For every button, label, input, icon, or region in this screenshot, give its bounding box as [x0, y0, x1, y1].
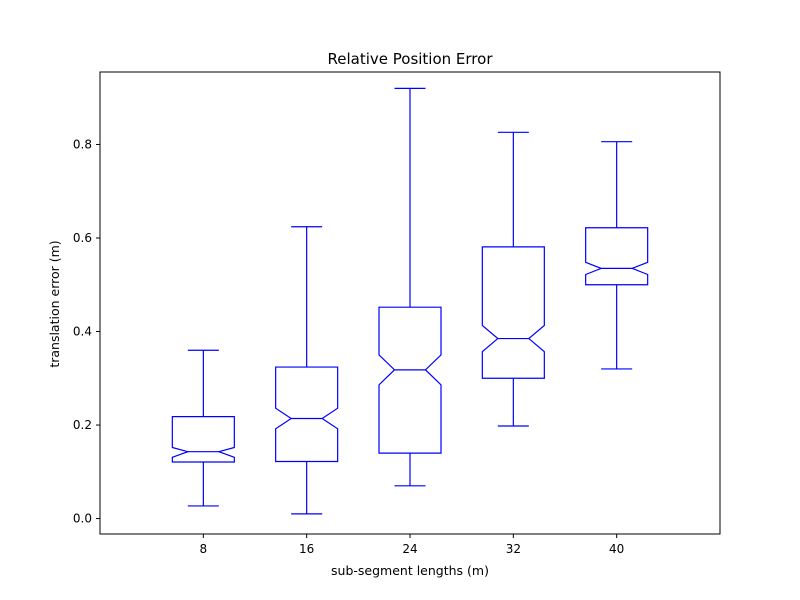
box-body	[171, 416, 235, 463]
plot-area: 0.0 0.2 0.4 0.6 0.8 8 16 24 32 40	[73, 71, 721, 556]
x-axis-label: sub-segment lengths (m)	[331, 563, 489, 578]
x-tick-label: 8	[200, 542, 208, 556]
box-body	[378, 306, 442, 454]
box-body	[481, 246, 545, 379]
y-tick-label: 0.6	[73, 231, 92, 245]
x-tick-label: 40	[609, 542, 624, 556]
y-axis-label: translation error (m)	[47, 240, 62, 367]
y-tick-label: 0.4	[73, 325, 92, 339]
x-tick-label: 16	[299, 542, 314, 556]
y-tick-label: 0.0	[73, 512, 92, 526]
y-tick-label: 0.8	[73, 137, 92, 151]
box-body	[585, 227, 649, 286]
y-tick-label: 0.2	[73, 418, 92, 432]
x-tick-label: 32	[506, 542, 521, 556]
chart-title: Relative Position Error	[328, 50, 494, 68]
box-body	[275, 366, 339, 463]
x-tick-label: 24	[402, 542, 417, 556]
